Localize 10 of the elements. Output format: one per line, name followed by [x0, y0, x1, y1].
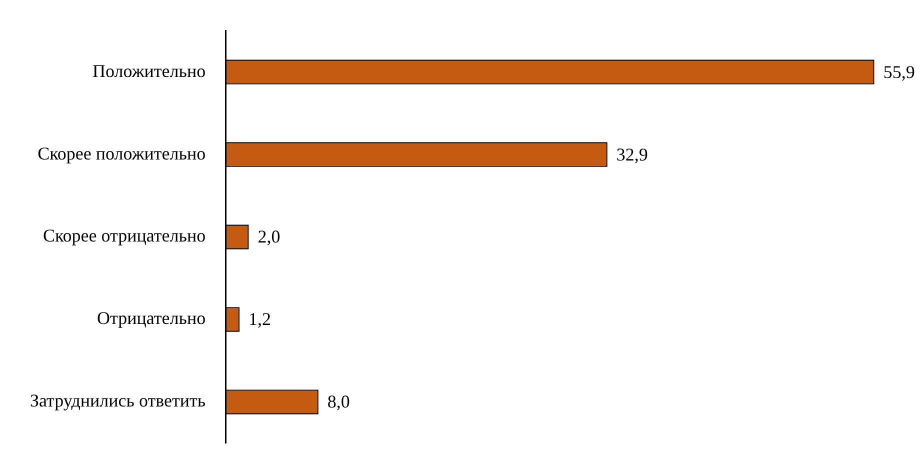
y-tick-label: Скорее отрицательно [42, 226, 206, 246]
data-label: 32,9 [616, 144, 648, 164]
data-label: 8,0 [327, 392, 350, 412]
y-tick-label: Положительно [92, 60, 206, 81]
data-label: 2,0 [258, 226, 280, 247]
y-tick-label: Затруднились ответить [30, 390, 206, 411]
y-tick-label: Скорее положительно [38, 143, 206, 164]
data-label: 55,9 [883, 62, 915, 82]
data-label: 1,2 [248, 309, 272, 330]
y-tick-label: Отрицательно [97, 308, 206, 328]
